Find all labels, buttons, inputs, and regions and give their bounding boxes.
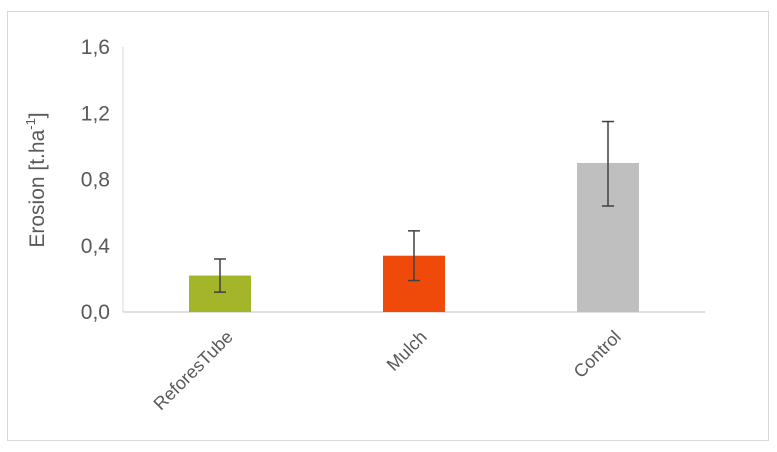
bar-chart: 0,00,40,81,21,6 ReforesTube Mulch Control … <box>23 36 705 414</box>
y-tick-label: 0,4 <box>81 235 111 258</box>
y-tick-label: 0,0 <box>81 301 110 324</box>
y-tick-labels: 0,0 0,4 0,8 1,2 1,6 <box>81 36 111 324</box>
y-axis-title-superscript: -1 <box>23 118 38 130</box>
category-labels: ReforesTube Mulch Control <box>150 327 625 414</box>
y-axis-title-suffix: ] <box>26 112 49 118</box>
category-label: Control <box>570 327 625 382</box>
y-tick-label: 1,6 <box>81 36 110 59</box>
y-tick-label: 1,2 <box>81 102 110 125</box>
y-tick-label: 0,8 <box>81 169 110 192</box>
category-label: ReforesTube <box>150 327 237 414</box>
chart-frame: 0,0 0,4 0,8 1,2 1,6 ReforesTube Mulch Control … <box>7 11 769 441</box>
category-label: Mulch <box>383 327 431 375</box>
y-axis-title-base: Erosion [t.ha <box>26 129 49 247</box>
error-bars <box>214 120 614 293</box>
y-axis-title: Erosion [t.ha-1] <box>23 112 49 247</box>
